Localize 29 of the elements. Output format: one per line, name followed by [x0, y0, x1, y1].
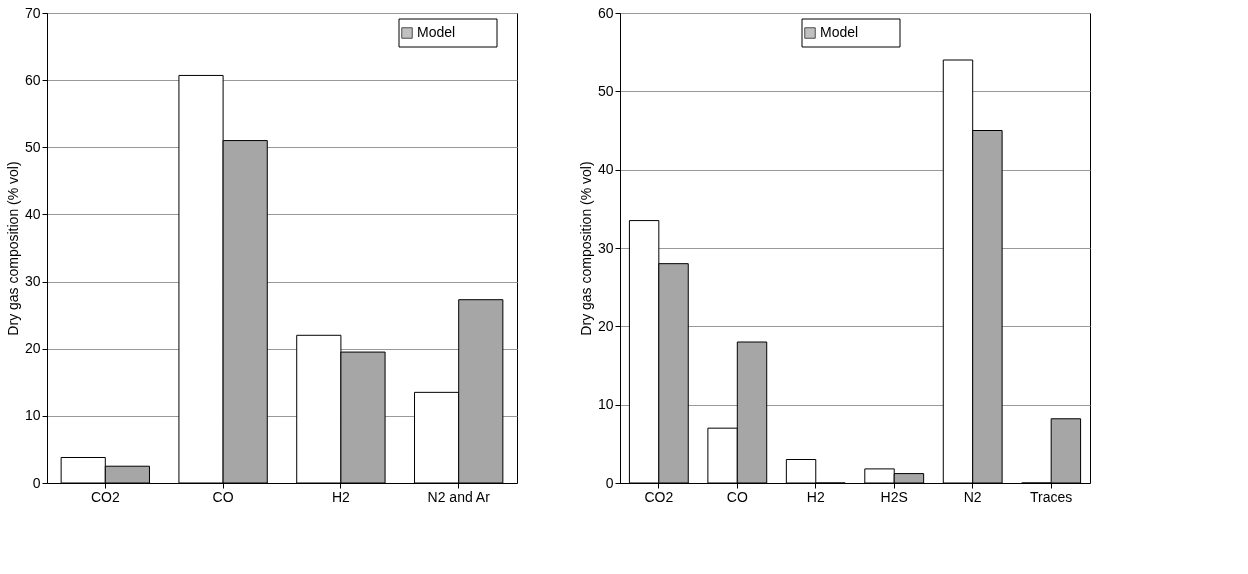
y-tick-label: 40: [597, 161, 614, 178]
y-tick-label: 60: [597, 4, 614, 21]
y-tick-label: 0: [32, 474, 41, 491]
x-tick-label: CO: [212, 488, 234, 505]
x-tick-label: H2: [331, 488, 351, 505]
y-tick-label: 40: [24, 205, 41, 222]
y-axis-title: Dry gas composition (% vol): [4, 161, 21, 336]
x-tick-label: H2S: [880, 488, 908, 505]
y-tick-label: 10: [597, 396, 614, 413]
x-tick-label: H2: [806, 488, 825, 505]
x-tick-label: N2 and Ar: [427, 488, 491, 505]
y-tick-label: 70: [24, 4, 41, 21]
y-tick-label: 10: [24, 407, 41, 424]
y-tick-label: 50: [597, 82, 614, 99]
x-tick-label: Traces: [1030, 488, 1073, 505]
x-tick-label: CO2: [644, 488, 674, 505]
y-axis-title: Dry gas composition (% vol): [577, 161, 594, 336]
x-tick-label: CO: [726, 488, 748, 505]
x-tick-label: N2: [963, 488, 982, 505]
y-tick-label: 20: [597, 317, 614, 334]
legend-label: Model: [417, 24, 456, 40]
y-tick-label: 50: [24, 138, 41, 155]
y-tick-label: 30: [24, 273, 41, 290]
y-tick-label: 20: [24, 340, 41, 357]
y-tick-label: 30: [597, 239, 614, 256]
legend-label: Model: [820, 24, 859, 40]
x-tick-label: CO2: [90, 488, 120, 505]
y-tick-label: 0: [605, 474, 614, 491]
y-tick-label: 60: [24, 71, 41, 88]
